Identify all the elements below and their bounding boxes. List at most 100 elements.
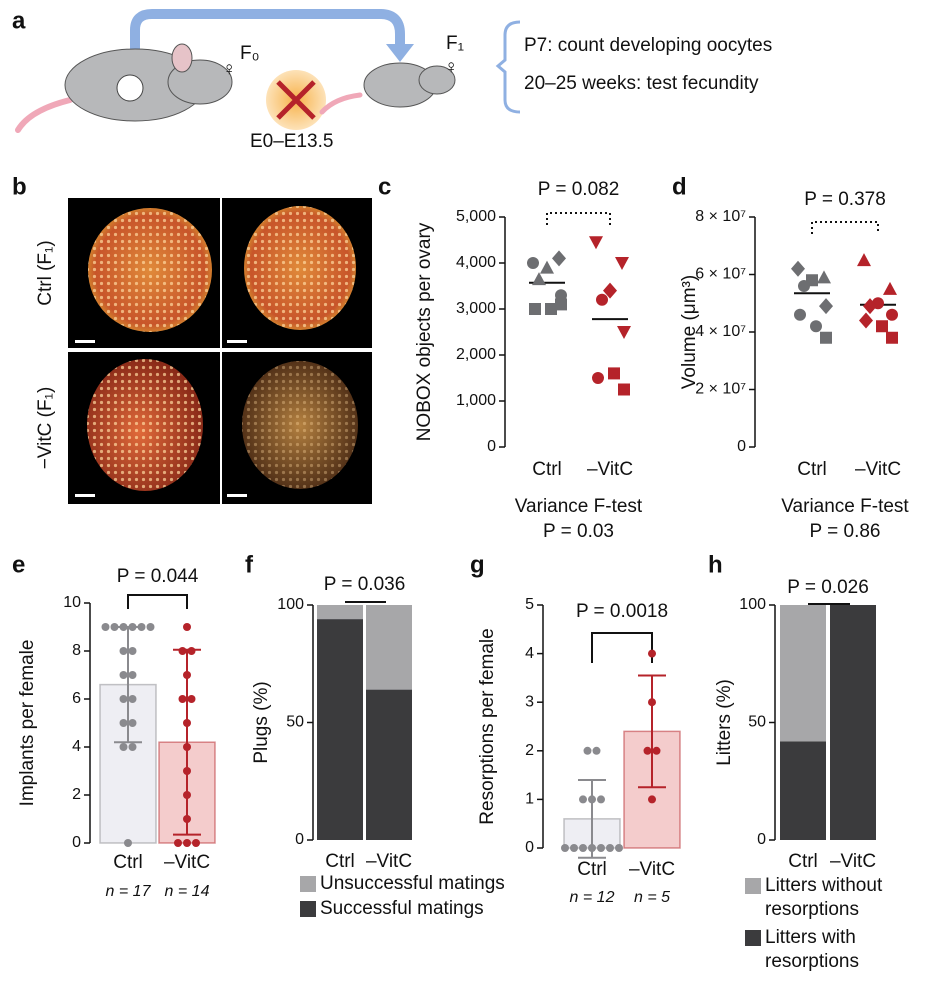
- scale-bar: [227, 340, 247, 343]
- data-point: [810, 320, 822, 333]
- data-point: [588, 795, 596, 804]
- x-tick-label: Ctrl: [325, 851, 355, 872]
- transfer-arrow: [130, 9, 405, 80]
- data-point: [540, 260, 554, 274]
- data-point: [791, 260, 805, 277]
- x-tick-label: Ctrl: [788, 851, 818, 872]
- data-point: [545, 303, 557, 315]
- legend-label: Litters without resorptions: [765, 875, 883, 920]
- tail: [319, 92, 363, 115]
- n-label: n = 14: [165, 883, 210, 900]
- data-point: [128, 719, 137, 727]
- p-value: P = 0.036: [324, 574, 406, 595]
- y-tick-label: 4: [72, 738, 81, 755]
- data-point: [128, 623, 137, 631]
- y-tick-label: 4,000: [456, 254, 496, 271]
- data-point: [570, 844, 578, 852]
- legend-label: Litters with resorptions: [765, 927, 859, 972]
- ovary-texture: [87, 359, 203, 491]
- y-tick-label: 100: [277, 596, 304, 613]
- y-axis-label: Litters (%): [714, 679, 735, 766]
- y-tick-label: 0: [295, 831, 304, 848]
- y-tick-label: 2,000: [456, 346, 496, 363]
- note: 20–25 weeks: test fecundity: [524, 73, 759, 94]
- y-tick-label: 0: [487, 438, 496, 455]
- y-tick-label: 3: [525, 693, 534, 710]
- data-point: [886, 331, 898, 344]
- generation-label: F₀: [240, 43, 260, 64]
- scale-bar: [75, 494, 95, 497]
- significance-bracket: [591, 632, 653, 663]
- data-point: [183, 743, 191, 751]
- data-point: [592, 372, 604, 384]
- y-tick-label: 1,000: [456, 392, 496, 409]
- data-point: [589, 236, 603, 250]
- y-tick-label: 8: [72, 642, 81, 659]
- data-point: [648, 795, 656, 804]
- y-tick-label: 4: [525, 645, 534, 662]
- y-tick-label: 100: [739, 596, 766, 613]
- n-label: n = 17: [106, 883, 152, 900]
- panel-letter: d: [672, 173, 687, 200]
- embryo-icon: [116, 74, 144, 102]
- data-point: [146, 623, 155, 631]
- data-point: [124, 839, 132, 847]
- data-point: [527, 257, 539, 269]
- timing-label: E0–E13.5: [250, 131, 333, 152]
- y-tick-label: 4 × 10⁷: [695, 323, 746, 340]
- data-point: [137, 623, 146, 631]
- ovary-texture: [242, 361, 358, 489]
- panel-letter: a: [12, 7, 26, 34]
- cross: [276, 80, 316, 120]
- footer-text: Variance F-test: [781, 496, 909, 517]
- note: P7: count developing oocytes: [524, 35, 772, 56]
- footer-text: P = 0.03: [543, 521, 614, 542]
- bar-segment: [317, 619, 363, 840]
- y-tick-label: 2 × 10⁷: [695, 381, 746, 398]
- ovary-texture: [88, 208, 212, 332]
- data-point: [187, 647, 196, 655]
- legend-label: Unsuccessful matings: [320, 873, 505, 894]
- data-point: [617, 326, 631, 339]
- y-tick-label: 0: [72, 834, 81, 851]
- arrow-head: [386, 44, 414, 62]
- scale-bar: [75, 340, 95, 343]
- data-point: [110, 623, 119, 631]
- significance-bracket: [546, 212, 611, 225]
- data-point: [101, 623, 110, 631]
- y-tick-label: 6 × 10⁷: [695, 266, 746, 283]
- data-point: [643, 746, 652, 755]
- data-point: [648, 698, 656, 707]
- data-point: [555, 289, 567, 302]
- y-tick-label: 50: [748, 714, 766, 731]
- legend-swatch: [300, 901, 316, 917]
- data-point: [583, 746, 592, 755]
- y-tick-label: 5: [525, 596, 534, 613]
- data-point: [119, 695, 128, 703]
- y-axis-label: NOBOX objects per ovary: [414, 222, 435, 441]
- data-point: [183, 839, 191, 847]
- footer-text: Variance F-test: [515, 496, 643, 517]
- y-tick-label: 2: [72, 786, 81, 803]
- legend-label: Successful matings: [320, 898, 484, 919]
- data-point: [794, 308, 806, 321]
- bar-segment: [366, 689, 412, 840]
- legend-item: Litters without resorptions: [765, 875, 883, 920]
- data-point: [192, 839, 200, 847]
- row-label: Ctrl (F₁): [35, 240, 56, 306]
- brace: [495, 20, 521, 114]
- legend-item: Unsuccessful matings: [320, 873, 505, 894]
- data-point: [652, 746, 661, 755]
- x-tick-label: Ctrl: [577, 859, 607, 880]
- data-point: [183, 719, 191, 727]
- p-value: P = 0.026: [787, 577, 869, 598]
- data-point: [128, 743, 137, 751]
- data-point: [857, 253, 871, 267]
- bar-segment: [317, 605, 363, 620]
- data-point: [555, 298, 567, 311]
- data-point: [579, 844, 587, 852]
- x-tick-label: –VitC: [830, 851, 876, 872]
- y-axis-label: Plugs (%): [251, 681, 272, 763]
- data-point: [618, 383, 630, 396]
